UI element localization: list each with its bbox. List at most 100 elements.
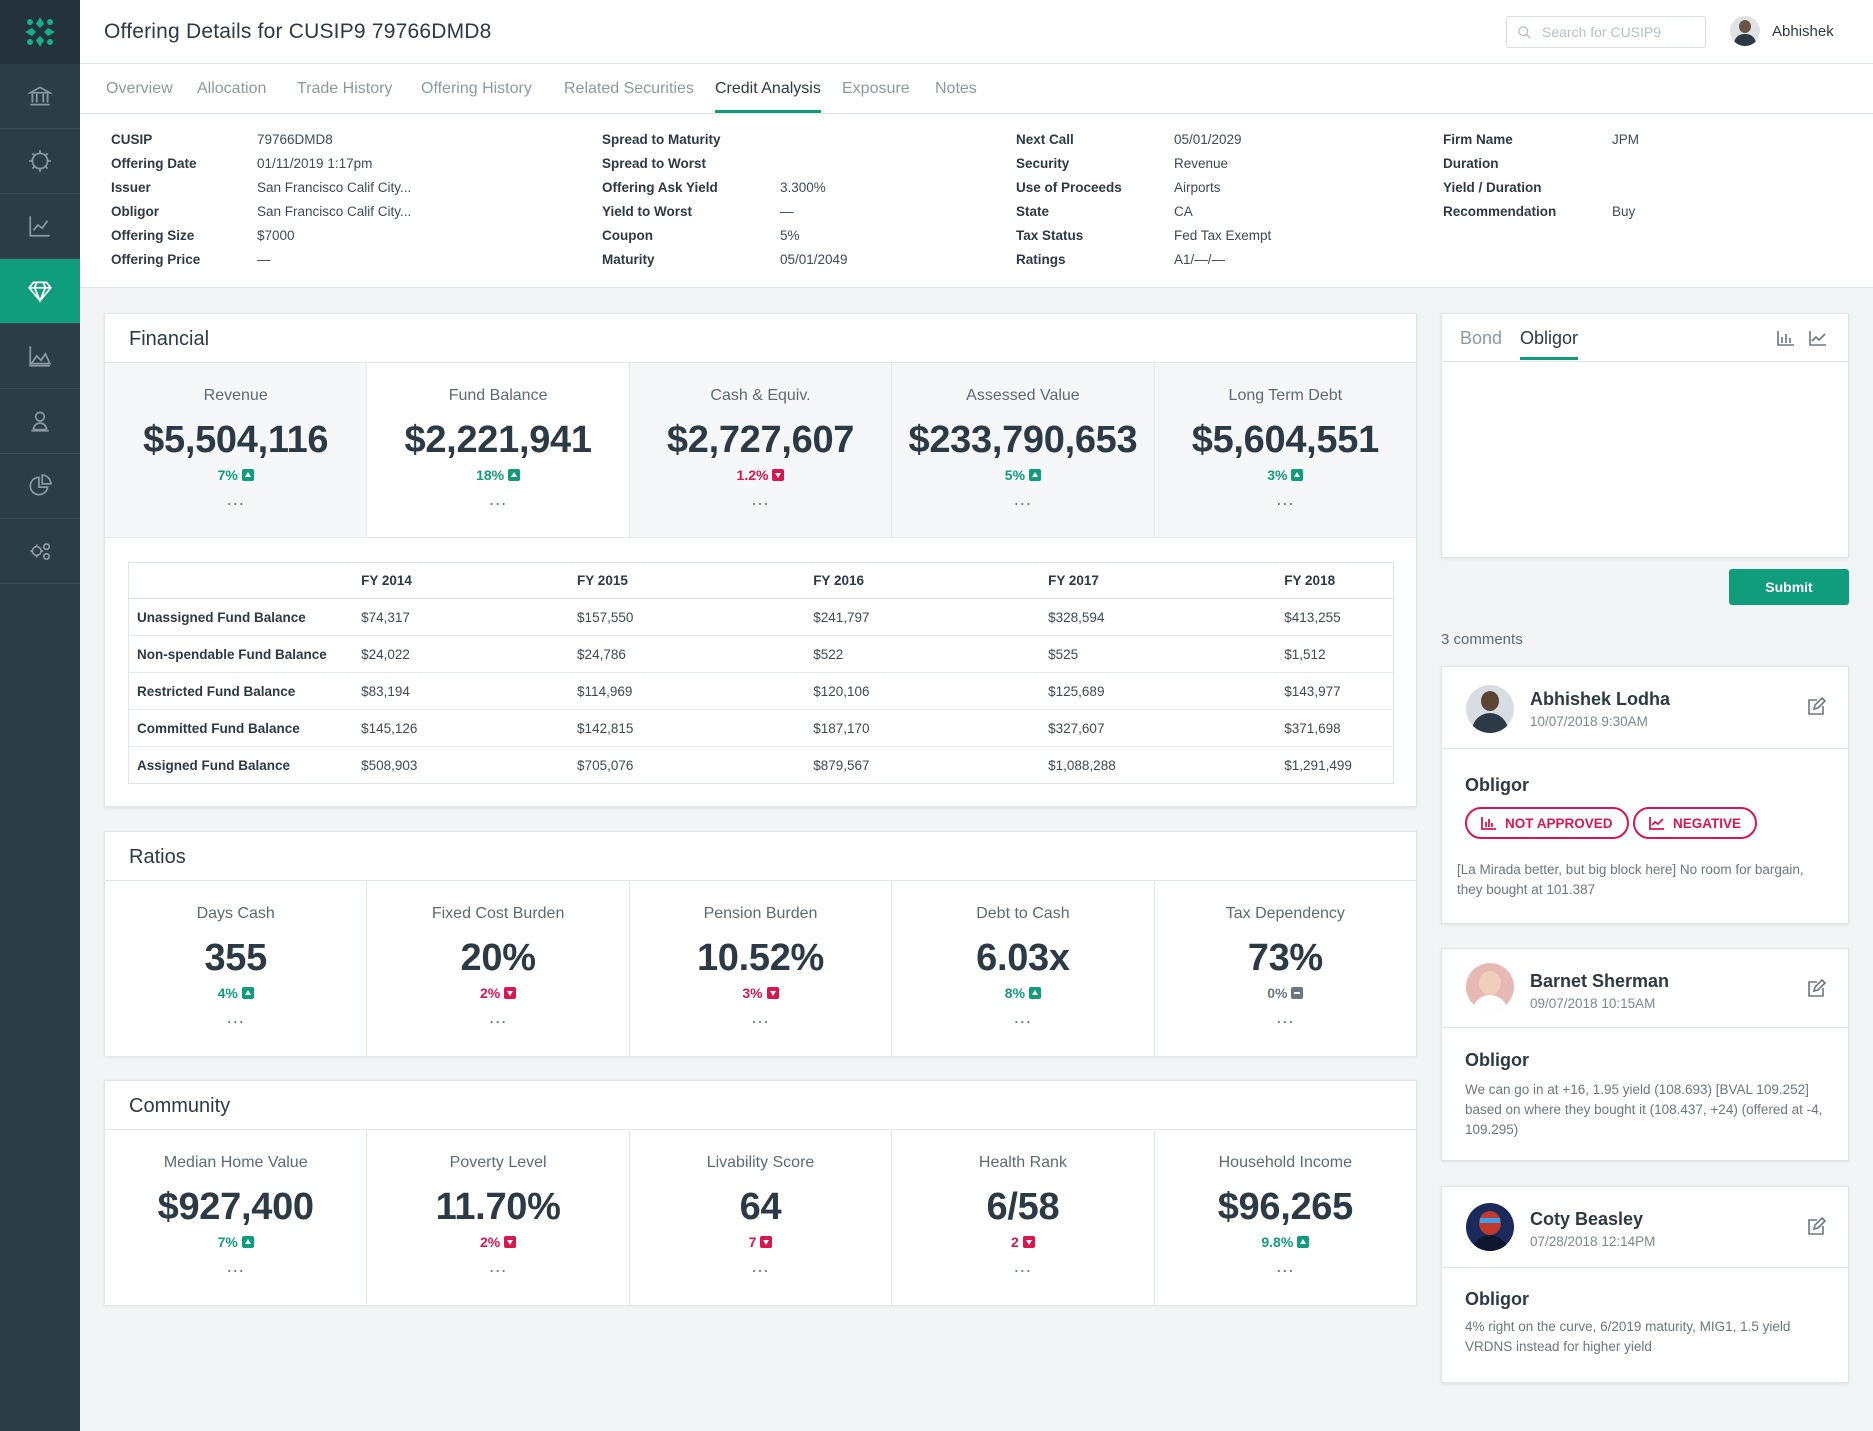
stat-tile[interactable]: Revenue $5,504,116 7%... xyxy=(105,363,368,537)
table-cell: $705,076 xyxy=(577,757,634,773)
meta-label: State xyxy=(1016,204,1050,219)
more-icon[interactable]: ... xyxy=(1013,1007,1032,1027)
stat-label: Pension Burden xyxy=(703,905,818,922)
stat-change-value: 18% xyxy=(476,467,505,483)
stat-change-value: 3% xyxy=(1267,467,1288,483)
stat-value: 11.70% xyxy=(435,1186,561,1228)
column-header[interactable]: FY 2015 xyxy=(577,562,814,599)
negative-tag[interactable]: NEGATIVE xyxy=(1633,807,1758,839)
financial-card: Financial Revenue $5,504,116 7%... Fund Bal… xyxy=(104,313,1417,807)
more-icon[interactable]: ... xyxy=(226,1007,245,1027)
more-icon[interactable]: ... xyxy=(1276,1007,1295,1027)
user-menu[interactable]: Abhishek xyxy=(1730,16,1834,46)
column-header[interactable] xyxy=(128,562,362,599)
stat-value: 6/58 xyxy=(986,1186,1060,1228)
nav-area-chart[interactable] xyxy=(0,324,80,389)
more-icon[interactable]: ... xyxy=(1276,1256,1295,1276)
tab-exposure[interactable]: Exposure xyxy=(842,80,910,97)
more-icon[interactable]: ... xyxy=(1013,1256,1032,1276)
column-header[interactable]: FY 2017 xyxy=(1048,562,1285,599)
arrow-down-icon xyxy=(504,987,517,999)
contact-icon xyxy=(31,411,49,432)
top-bar: Offering Details for CUSIP9 79766DMD8 Se… xyxy=(80,0,1873,64)
not-approved-tag[interactable]: NOT APPROVED xyxy=(1465,807,1629,839)
tab-related-securities[interactable]: Related Securities xyxy=(564,80,694,97)
tab-bond[interactable]: Bond xyxy=(1460,328,1503,348)
meta-label: Use of Proceeds xyxy=(1016,180,1122,195)
meta-label: Recommendation xyxy=(1443,204,1557,219)
stat-tile[interactable]: Livability Score 64 7... xyxy=(629,1130,893,1305)
nav-diamond[interactable] xyxy=(0,259,80,324)
more-icon[interactable]: ... xyxy=(751,1007,770,1027)
more-icon[interactable]: ... xyxy=(226,489,245,509)
more-icon[interactable]: ... xyxy=(489,1007,508,1027)
comment-card: Coty Beasley 07/28/2018 12:14PM Obligor … xyxy=(1441,1186,1849,1383)
comment-date: 09/07/2018 10:15AM xyxy=(1530,996,1656,1011)
stat-value: $96,265 xyxy=(1217,1186,1354,1228)
stat-tile[interactable]: Fixed Cost Burden 20% 2%... xyxy=(367,881,630,1056)
stat-tile[interactable]: Cash & Equiv. $2,727,607 1.2%... xyxy=(629,363,893,537)
submit-button[interactable]: Submit xyxy=(1729,569,1849,605)
nav-settings[interactable] xyxy=(0,129,80,194)
more-icon[interactable]: ... xyxy=(489,489,508,509)
more-icon[interactable]: ... xyxy=(751,1256,770,1276)
nav-pie-chart[interactable] xyxy=(0,454,80,519)
tab-allocation[interactable]: Allocation xyxy=(197,80,267,97)
bar-chart-icon[interactable] xyxy=(1776,329,1796,347)
nav-line-chart[interactable] xyxy=(0,194,80,259)
stat-tile[interactable]: Assessed Value $233,790,653 5%... xyxy=(892,363,1155,537)
comment-author: Barnet Sherman xyxy=(1530,971,1670,991)
comment-card: Abhishek Lodha 10/07/2018 9:30AM Obligor… xyxy=(1441,666,1849,924)
trend-chart-icon[interactable] xyxy=(1808,329,1828,347)
search-input[interactable]: Search for CUSIP9 xyxy=(1506,16,1706,48)
nav-bank[interactable] xyxy=(0,64,80,129)
stat-tile[interactable]: Tax Dependency 73% 0%... xyxy=(1154,881,1417,1056)
column-header[interactable]: FY 2014 xyxy=(361,562,578,599)
more-icon[interactable]: ... xyxy=(1013,489,1032,509)
row-label: Unassigned Fund Balance xyxy=(128,598,362,636)
column-header[interactable]: FY 2016 xyxy=(813,562,1049,599)
tab-offering-history[interactable]: Offering History xyxy=(421,80,532,97)
stat-tile[interactable]: Health Rank 6/58 2... xyxy=(892,1130,1155,1305)
app-logo[interactable] xyxy=(0,0,80,64)
meta-value: $7000 xyxy=(257,228,295,243)
more-icon[interactable]: ... xyxy=(751,489,770,509)
nav-contact[interactable] xyxy=(0,389,80,454)
stat-tile[interactable]: Pension Burden 10.52% 3%... xyxy=(629,881,893,1056)
more-icon[interactable]: ... xyxy=(226,1256,245,1276)
comment-count: 3 comments xyxy=(1441,631,1523,648)
edit-icon[interactable] xyxy=(1806,1217,1826,1237)
stat-tile[interactable]: Household Income $96,265 9.8%... xyxy=(1154,1130,1417,1305)
logo-icon xyxy=(25,17,55,47)
tab-obligor[interactable]: Obligor xyxy=(1520,328,1579,360)
more-icon[interactable]: ... xyxy=(489,1256,508,1276)
stat-tile[interactable]: Long Term Debt $5,604,551 3%... xyxy=(1154,363,1417,537)
table-cell: $157,550 xyxy=(577,598,814,636)
stat-tile[interactable]: Fund Balance $2,221,941 18%... xyxy=(367,363,630,537)
column-header[interactable]: FY 2018 xyxy=(1284,562,1394,599)
tab-credit-analysis[interactable]: Credit Analysis xyxy=(715,80,821,113)
pie-chart-icon xyxy=(29,474,52,496)
tab-overview[interactable]: Overview xyxy=(106,80,173,97)
stat-tile[interactable]: Days Cash 355 4%... xyxy=(105,881,368,1056)
search-placeholder: Search for CUSIP9 xyxy=(1542,24,1662,40)
comment-date: 07/28/2018 12:14PM xyxy=(1530,1234,1656,1249)
stat-label: Livability Score xyxy=(706,1154,815,1171)
stat-tile[interactable]: Median Home Value $927,400 7%... xyxy=(105,1130,368,1305)
meta-value: JPM xyxy=(1612,132,1639,147)
meta-label: Coupon xyxy=(602,228,653,243)
avatar xyxy=(1466,685,1514,733)
note-textarea[interactable] xyxy=(1442,363,1848,557)
trend-chart-icon xyxy=(1649,817,1664,830)
edit-icon[interactable] xyxy=(1806,697,1826,717)
tab-notes[interactable]: Notes xyxy=(935,80,977,97)
stat-tile[interactable]: Debt to Cash 6.03x 8%... xyxy=(892,881,1155,1056)
comment-subject: Obligor xyxy=(1465,1289,1529,1309)
user-name: Abhishek xyxy=(1772,22,1834,40)
edit-icon[interactable] xyxy=(1806,979,1826,999)
tab-trade-history[interactable]: Trade History xyxy=(297,80,393,97)
stat-change-value: 2% xyxy=(479,985,501,1001)
more-icon[interactable]: ... xyxy=(1276,489,1295,509)
nav-gears[interactable] xyxy=(0,519,80,584)
stat-tile[interactable]: Poverty Level 11.70% 2%... xyxy=(367,1130,630,1305)
